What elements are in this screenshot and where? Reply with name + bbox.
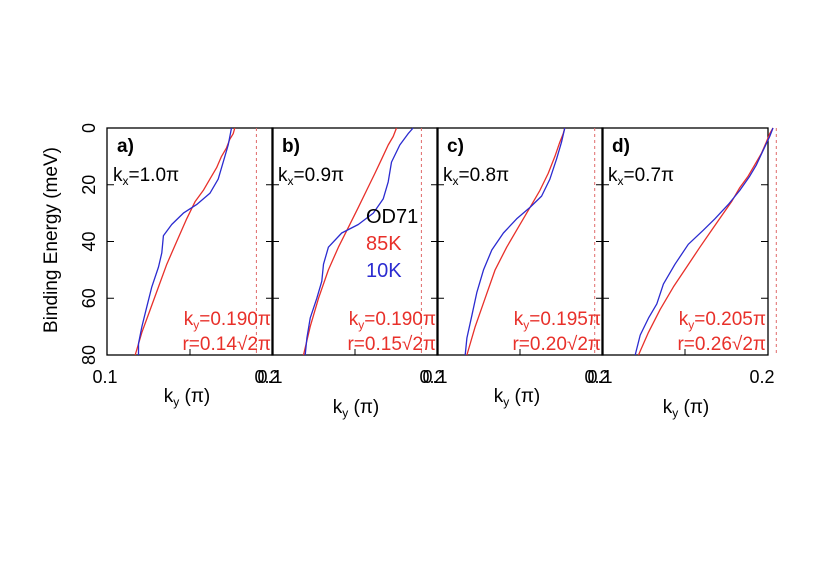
kx-label-sub: x [618, 174, 624, 188]
ky-value-label: ky=0.205π [679, 309, 766, 332]
r-value-label: r=0.14√2π [182, 334, 271, 355]
x-axis-title-main: k [494, 386, 504, 407]
x-axis-title-rest: (π) [678, 397, 709, 418]
x-axis-title: ky (π) [663, 397, 710, 420]
y-tick-label: 60 [79, 288, 99, 308]
kx-label: kx=0.8π [443, 165, 509, 188]
panel-label: d) [612, 136, 630, 157]
series-line-10k [137, 127, 233, 355]
ky-value-label-main: k [679, 309, 689, 330]
x-axis-title-sub: y [503, 395, 509, 409]
x-axis-title-sub: y [173, 395, 179, 409]
kx-label-sub: x [123, 174, 129, 188]
kx-label: kx=0.9π [278, 165, 344, 188]
y-tick-label: 20 [79, 175, 99, 195]
kx-label-rest: =0.9π [294, 165, 345, 186]
y-tick-label: 0 [79, 123, 99, 133]
x-tick-label: 0.2 [749, 367, 774, 387]
x-axis-title-main: k [164, 386, 174, 407]
x-axis-title: ky (π) [333, 397, 380, 420]
ky-value-label-rest: =0.190π [199, 309, 271, 330]
x-axis-title: ky (π) [494, 386, 541, 409]
kx-label-sub: x [288, 174, 294, 188]
ky-value-label-rest: =0.190π [364, 309, 436, 330]
kx-label-rest: =0.7π [624, 165, 675, 186]
kx-label: kx=0.7π [608, 165, 674, 188]
x-axis-title-rest: (π) [348, 397, 379, 418]
ky-value-label-rest: =0.205π [694, 309, 766, 330]
x-axis-title-sub: y [672, 406, 678, 420]
ky-value-label: ky=0.190π [184, 309, 271, 332]
ky-value-label-sub: y [688, 318, 694, 332]
legend-10k: 10K [366, 260, 402, 282]
ky-value-label-sub: y [523, 318, 529, 332]
x-tick-label: 0.1 [587, 367, 612, 387]
r-value-label: r=0.20√2π [512, 334, 601, 355]
kx-label-main: k [608, 165, 618, 186]
kx-label-rest: =0.8π [459, 165, 510, 186]
r-value-label: r=0.26√2π [677, 334, 766, 355]
ky-value-label-main: k [349, 309, 359, 330]
ky-value-label-rest: =0.195π [529, 309, 601, 330]
kx-label-main: k [443, 165, 453, 186]
x-tick-label: 0.2 [584, 367, 609, 387]
series-line-10k [464, 127, 566, 356]
panel-label: a) [117, 136, 134, 157]
x-axis-title-main: k [663, 397, 673, 418]
y-axis-title: Binding Energy (meV) [41, 147, 62, 333]
ky-value-label: ky=0.190π [349, 309, 436, 332]
y-tick-label: 80 [79, 345, 99, 365]
x-tick-label: 0.2 [419, 367, 444, 387]
legend: OD71 85K 10K [366, 206, 418, 282]
series-line-85k [302, 127, 398, 356]
series-line-10k [304, 127, 414, 356]
ky-value-label-sub: y [193, 318, 199, 332]
ky-value-label-main: k [184, 309, 194, 330]
ky-value-label: ky=0.195π [514, 309, 601, 332]
x-axis-title: ky (π) [164, 386, 211, 409]
ky-value-label-main: k [514, 309, 524, 330]
x-axis-title-sub: y [342, 406, 348, 420]
legend-sample: OD71 [366, 206, 418, 228]
x-tick-label: 0.1 [92, 367, 117, 387]
kx-label-rest: =1.0π [129, 165, 180, 186]
x-axis-title-rest: (π) [179, 386, 210, 407]
legend-85k: 85K [366, 233, 402, 255]
kx-label: kx=1.0π [113, 165, 179, 188]
kx-label-sub: x [453, 174, 459, 188]
series-line-10k [634, 127, 774, 356]
kx-label-main: k [113, 165, 123, 186]
y-tick-label: 40 [79, 231, 99, 251]
x-tick-label: 0.1 [257, 367, 282, 387]
x-axis-title-main: k [333, 397, 343, 418]
x-tick-label: 0.1 [422, 367, 447, 387]
x-axis-title-rest: (π) [509, 386, 540, 407]
panel-label: b) [282, 136, 300, 157]
panel-label: c) [447, 136, 464, 157]
ky-value-label-sub: y [358, 318, 364, 332]
kx-label-main: k [278, 165, 288, 186]
r-value-label: r=0.15√2π [347, 334, 436, 355]
x-tick-label: 0.2 [254, 367, 279, 387]
